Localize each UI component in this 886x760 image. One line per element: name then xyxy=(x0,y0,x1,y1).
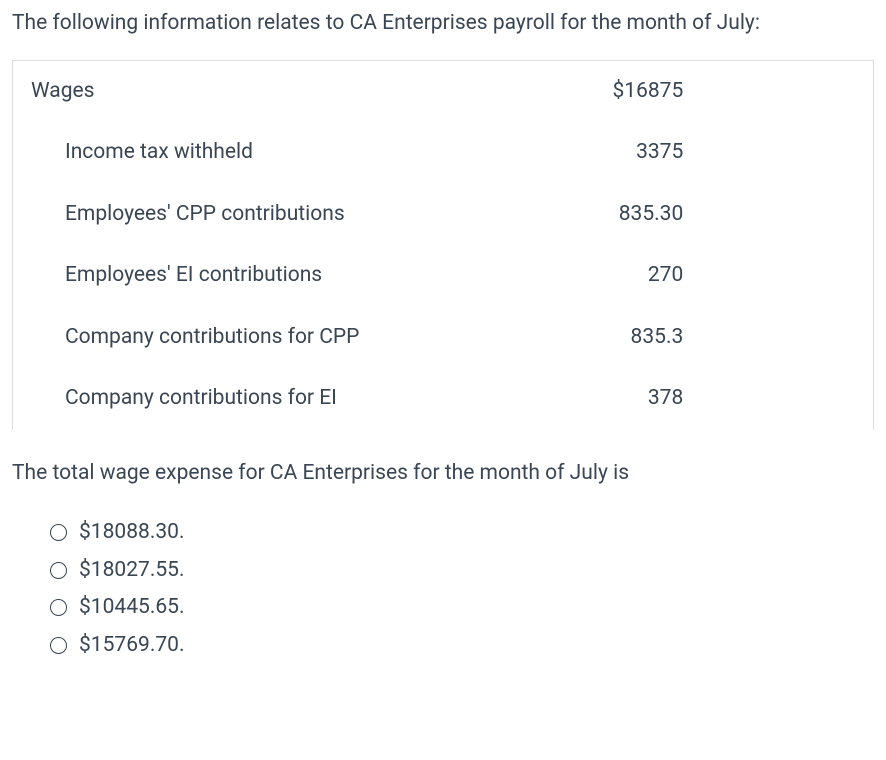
options-group: $18088.30. $18027.55. $10445.65. $15769.… xyxy=(12,517,874,661)
row-spacer xyxy=(701,122,873,184)
radio-icon xyxy=(50,562,67,579)
row-value: 378 xyxy=(512,368,701,430)
row-spacer xyxy=(701,184,873,246)
option-c[interactable]: $10445.65. xyxy=(50,592,874,624)
intro-text: The following information relates to CA … xyxy=(12,8,874,40)
table-row: Wages $16875 xyxy=(13,60,874,122)
row-label: Employees' EI contributions xyxy=(13,245,512,307)
row-value: 835.30 xyxy=(512,184,701,246)
row-spacer xyxy=(701,368,873,430)
row-value: $16875 xyxy=(512,60,701,122)
row-label: Income tax withheld xyxy=(13,122,512,184)
option-label: $10445.65. xyxy=(79,592,185,624)
radio-icon xyxy=(50,637,67,654)
row-label: Company contributions for CPP xyxy=(13,307,512,369)
option-label: $18088.30. xyxy=(79,517,185,549)
table-row: Employees' EI contributions 270 xyxy=(13,245,874,307)
row-label: Wages xyxy=(13,60,512,122)
radio-icon xyxy=(50,599,67,616)
row-value: 3375 xyxy=(512,122,701,184)
row-value: 270 xyxy=(512,245,701,307)
row-label: Employees' CPP contributions xyxy=(13,184,512,246)
question-text: The total wage expense for CA Enterprise… xyxy=(12,458,874,490)
row-spacer xyxy=(701,245,873,307)
row-label: Company contributions for EI xyxy=(13,368,512,430)
row-spacer xyxy=(701,307,873,369)
option-label: $18027.55. xyxy=(79,555,185,587)
option-b[interactable]: $18027.55. xyxy=(50,555,874,587)
payroll-table: Wages $16875 Income tax withheld 3375 Em… xyxy=(12,60,874,430)
option-label: $15769.70. xyxy=(79,630,185,662)
table-row: Company contributions for CPP 835.3 xyxy=(13,307,874,369)
radio-icon xyxy=(50,524,67,541)
row-spacer xyxy=(701,60,873,122)
option-a[interactable]: $18088.30. xyxy=(50,517,874,549)
table-row: Employees' CPP contributions 835.30 xyxy=(13,184,874,246)
table-row: Company contributions for EI 378 xyxy=(13,368,874,430)
row-value: 835.3 xyxy=(512,307,701,369)
table-row: Income tax withheld 3375 xyxy=(13,122,874,184)
option-d[interactable]: $15769.70. xyxy=(50,630,874,662)
